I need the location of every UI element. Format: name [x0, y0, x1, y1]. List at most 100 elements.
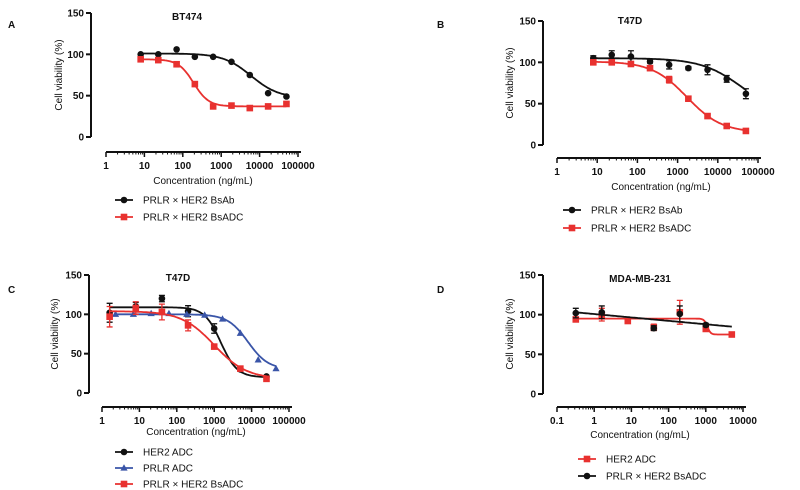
- x-tick-label: 1: [591, 416, 597, 427]
- x-tick-label: 100000: [741, 167, 775, 178]
- legend-label: PRLR × HER2 BsADC: [143, 480, 243, 490]
- x-axis-label: Concentration (ng/mL): [153, 176, 253, 187]
- data-point: [676, 310, 684, 318]
- data-point: [704, 66, 711, 74]
- y-tick-label: 100: [519, 58, 536, 69]
- data-point: [191, 53, 199, 61]
- x-tick-label: 100: [629, 167, 646, 178]
- data-point: [685, 64, 692, 72]
- legend-marker: [120, 448, 128, 456]
- data-point: [158, 308, 166, 316]
- x-tick-label: 10: [139, 161, 151, 172]
- y-tick-label: 150: [67, 9, 84, 20]
- y-tick-label: 0: [530, 141, 536, 152]
- data-point: [646, 64, 654, 72]
- chart-title: MDA-MB-231: [609, 274, 671, 285]
- x-tick-label: 100: [168, 416, 185, 427]
- x-tick-label: 100000: [281, 161, 315, 172]
- data-point: [158, 295, 166, 302]
- x-tick-label: 100000: [272, 416, 306, 427]
- data-point: [650, 324, 658, 332]
- legend-marker: [568, 224, 576, 232]
- data-point: [723, 75, 731, 83]
- data-point: [228, 58, 235, 66]
- chart-panel-d: D MDA-MB-231 0 50 100 150 Cell viability (%) 0.…: [437, 271, 757, 483]
- data-point: [228, 102, 235, 109]
- data-point: [685, 95, 692, 103]
- x-axis-label: Concentration (ng/mL): [146, 427, 246, 438]
- legend-label: HER2 ADC: [606, 455, 656, 466]
- series-prlr-her2-bsadc: [572, 305, 732, 332]
- y-tick-label: 100: [65, 310, 82, 321]
- y-tick-label: 0: [530, 390, 536, 401]
- data-point: [608, 59, 616, 66]
- legend-marker: [120, 480, 128, 488]
- data-point: [111, 310, 120, 317]
- data-point: [246, 104, 254, 112]
- series-prlr-her2-bsadc: [137, 55, 290, 112]
- chart-title: T47D: [618, 16, 642, 27]
- x-tick-label: 10000: [704, 167, 732, 178]
- legend-label: PRLR × HER2 BsAb: [143, 196, 235, 207]
- x-tick-label: 10: [592, 167, 604, 178]
- data-point: [210, 343, 218, 350]
- x-tick-label: 1000: [203, 416, 226, 427]
- x-tick-label: 1: [554, 167, 560, 178]
- data-point: [173, 46, 180, 53]
- x-tick-label: 1000: [695, 416, 718, 427]
- chart-panel-b: B T47D 0 50 100 150 Cell viability (%) 1 10 100 10…: [437, 16, 775, 235]
- data-point: [646, 58, 654, 65]
- data-point: [209, 103, 217, 110]
- y-tick-label: 100: [519, 310, 536, 321]
- data-point: [665, 61, 673, 69]
- chart-panel-c: C T47D 0 50 100 150 Cell viability (%) 1 10 100 10…: [8, 271, 306, 490]
- y-axis-label: Cell viability (%): [505, 47, 516, 118]
- panel-label: B: [437, 20, 444, 31]
- series-prlr-adc: [111, 309, 280, 372]
- data-point: [154, 56, 162, 64]
- data-point: [218, 315, 227, 322]
- y-tick-label: 50: [525, 99, 537, 110]
- data-point: [608, 51, 616, 59]
- data-point: [283, 100, 290, 108]
- data-point: [106, 313, 113, 320]
- series-prlr-her2-bsadc: [106, 301, 270, 383]
- chart-title: BT474: [172, 12, 202, 23]
- y-tick-label: 0: [76, 389, 82, 400]
- legend-marker: [120, 213, 128, 221]
- data-point: [236, 329, 244, 336]
- data-point: [728, 331, 736, 338]
- x-axis-label: Concentration (ng/mL): [611, 182, 711, 193]
- x-axis-label: Concentration (ng/mL): [590, 430, 690, 441]
- series-prlr-her2-bsab: [137, 46, 290, 100]
- data-point: [264, 103, 272, 110]
- chart-panel-a: A BT474 0 50 100 150 Cell viability (%) 1 10 100 1…: [8, 9, 315, 224]
- y-axis-label: Cell viability (%): [54, 39, 65, 110]
- legend-label: HER2 ADC: [143, 448, 193, 459]
- legend-label: PRLR × HER2 BsADC: [606, 472, 706, 483]
- fit-curve: [593, 57, 747, 91]
- legend-marker: [568, 206, 576, 214]
- y-axis-label: Cell viability (%): [50, 298, 61, 369]
- legend-marker: [583, 472, 591, 480]
- data-point: [237, 365, 244, 372]
- y-tick-label: 50: [525, 350, 537, 361]
- fit-curve: [593, 60, 747, 132]
- data-point: [264, 89, 272, 97]
- data-point: [254, 356, 262, 363]
- x-tick-label: 0.1: [550, 416, 564, 427]
- data-point: [154, 51, 162, 58]
- x-tick-label: 1000: [210, 161, 233, 172]
- data-point: [191, 80, 199, 88]
- chart-title: T47D: [166, 273, 190, 284]
- data-point: [137, 55, 144, 63]
- x-tick-label: 1: [99, 416, 105, 427]
- y-tick-label: 0: [78, 133, 84, 144]
- data-point: [173, 60, 180, 68]
- data-point: [137, 51, 144, 58]
- legend-marker: [120, 196, 128, 204]
- data-point: [246, 71, 254, 79]
- x-tick-label: 10000: [729, 416, 757, 427]
- data-point: [627, 53, 635, 60]
